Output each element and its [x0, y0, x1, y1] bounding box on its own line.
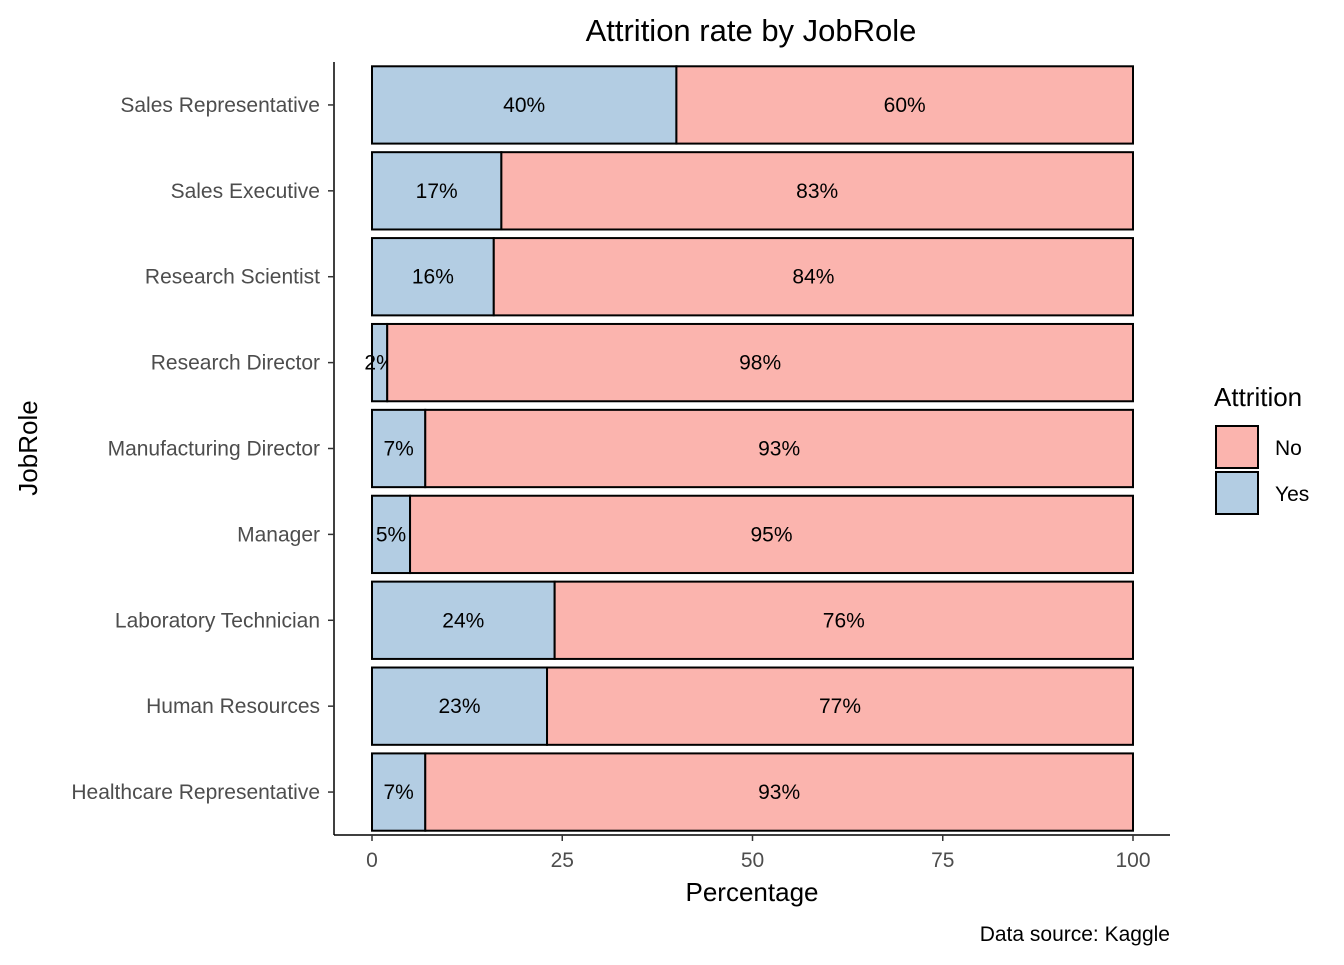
data-label-yes: 24% — [442, 609, 484, 632]
bar-yes — [371, 666, 549, 746]
data-label-yes: 5% — [376, 523, 406, 546]
data-label-yes: 40% — [503, 94, 545, 117]
bar-no — [409, 494, 1134, 575]
legend-title: Attrition — [1214, 382, 1302, 412]
data-label-yes: 7% — [383, 781, 413, 804]
y-tick-label: Sales Representative — [120, 94, 320, 117]
y-tick-label: Healthcare Representative — [71, 781, 320, 804]
data-label-no: 84% — [792, 266, 834, 289]
bar-yes — [371, 151, 503, 231]
bar-yes — [371, 494, 412, 575]
bar-yes — [371, 752, 427, 832]
data-label-no: 93% — [758, 438, 800, 461]
data-label-no: 60% — [884, 94, 926, 117]
legend: Attrition No Yes — [1214, 382, 1309, 515]
y-tick-label: Sales Executive — [171, 180, 320, 203]
y-tick-label: Laboratory Technician — [115, 609, 320, 632]
bar-no — [424, 408, 1134, 489]
plot-area: 40% 60% Sales Representative 17% 83% Sales Ex… — [71, 62, 1170, 872]
x-tick-label: 75 — [931, 849, 954, 872]
x-tick-label: 50 — [741, 849, 764, 872]
x-tick-label: 0 — [366, 849, 378, 872]
y-tick-label: Research Director — [151, 352, 320, 375]
legend-label-no: No — [1275, 437, 1302, 460]
data-label-yes: 17% — [416, 180, 458, 203]
data-label-yes: 16% — [412, 266, 454, 289]
y-tick-label: Research Scientist — [145, 266, 320, 289]
data-label-no: 98% — [739, 352, 781, 375]
bar-yes — [371, 408, 427, 489]
bar-yes — [371, 580, 556, 660]
bar-no — [500, 151, 1134, 231]
data-label-no: 95% — [751, 523, 793, 546]
x-tick-label: 25 — [551, 849, 574, 872]
x-axis-title: Percentage — [686, 877, 819, 907]
data-label-yes: 23% — [438, 695, 480, 718]
legend-label-yes: Yes — [1275, 483, 1309, 506]
caption: Data source: Kaggle — [980, 923, 1170, 946]
bar-no — [492, 237, 1134, 317]
y-axis-title: JobRole — [13, 400, 43, 495]
bar-no — [386, 322, 1135, 403]
legend-key-no — [1215, 425, 1259, 469]
legend-key-yes — [1215, 471, 1259, 515]
y-tick-label: Manager — [237, 523, 320, 546]
data-label-no: 83% — [796, 180, 838, 203]
y-tick-label: Manufacturing Director — [108, 438, 320, 461]
bar-no — [424, 752, 1134, 832]
chart-title: Attrition rate by JobRole — [586, 13, 917, 48]
data-label-no: 76% — [823, 609, 865, 632]
bar-yes — [371, 65, 678, 145]
x-tick-label: 100 — [1115, 849, 1150, 872]
bar-no — [675, 65, 1135, 145]
data-label-no: 77% — [819, 695, 861, 718]
data-label-yes: 7% — [383, 438, 413, 461]
bar-no — [546, 666, 1134, 746]
bar-no — [553, 580, 1134, 660]
y-tick-label: Human Resources — [146, 695, 320, 718]
data-label-no: 93% — [758, 781, 800, 804]
